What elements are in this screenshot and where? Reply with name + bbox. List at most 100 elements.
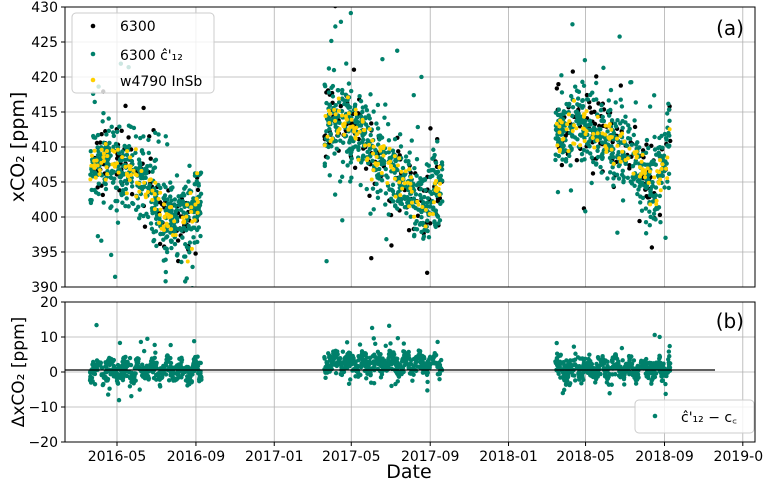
point-w4790-insb [126,174,131,179]
point-6300-c12 [119,192,124,198]
point-6300-c12 [600,114,605,120]
point-6300-c12 [611,171,617,176]
point-w4790-insb [578,143,583,148]
point-residual [115,381,121,386]
point-residual [631,358,637,363]
point-residual [121,375,126,380]
point-residual [613,372,618,377]
point-residual [129,393,134,399]
point-6300-c12 [560,157,565,162]
point-6300-c12 [563,159,569,164]
point-6300-c12 [628,179,633,184]
point-residual [378,356,384,362]
legend-marker-6300-c12 [90,51,96,57]
point-6300 [338,103,343,109]
point-6300-c12 [576,111,581,116]
y-tick-label: 0 [49,365,58,381]
point-6300-c12 [95,145,100,150]
point-6300-c12 [422,177,428,183]
point-residual [150,363,155,368]
point-w4790-insb [345,95,350,100]
point-6300-c12 [140,172,145,177]
point-6300-c12 [137,215,142,221]
point-residual [155,371,161,376]
y-tick-label: 405 [31,175,58,191]
point-w4790-insb [567,119,572,124]
point-residual [362,351,367,356]
point-residual [377,352,382,357]
point-6300-c12 [339,108,345,114]
point-residual [572,362,578,367]
point-6300-c12 [632,118,637,123]
point-residual [633,381,639,386]
point-6300-c12 [648,187,653,192]
point-residual [170,374,176,380]
point-residual [392,361,398,366]
point-residual [406,362,411,367]
point-residual [153,350,158,355]
point-residual [420,370,426,375]
point-6300 [123,103,128,109]
point-6300-c12 [429,167,435,173]
point-6300-c12 [599,102,604,108]
point-residual [414,359,419,365]
point-residual [373,341,378,346]
point-6300-c12 [183,254,188,259]
point-residual [657,355,662,360]
x-tick-label: 2018-05 [556,449,615,465]
point-residual [139,373,145,378]
point-w4790-insb [392,176,397,181]
point-6300-c12 [610,150,615,156]
point-residual [587,352,592,357]
point-6300-c12 [407,150,412,155]
point-residual [96,361,101,367]
point-residual [344,340,350,345]
point-w4790-insb [648,169,653,174]
point-6300-c12 [340,159,346,165]
point-w4790-insb [189,205,194,210]
point-6300 [98,140,103,145]
point-6300-c12 [608,107,613,113]
point-residual [88,380,94,385]
point-w4790-insb [557,130,562,135]
point-6300-c12 [607,155,613,161]
point-6300-c12 [579,133,584,138]
point-6300-c12 [360,157,365,162]
point-6300-c12 [420,220,426,226]
point-6300-c12 [593,127,598,133]
point-residual [150,369,156,375]
point-6300-c12 [368,211,373,216]
point-residual [119,371,124,376]
point-w4790-insb [330,136,335,141]
point-residual [564,378,570,383]
point-6300-c12 [379,135,385,140]
point-6300-c12 [151,230,156,235]
point-6300-c12 [126,204,131,209]
point-6300-c12 [153,216,159,222]
point-6300-c12 [375,102,381,108]
point-w4790-insb [623,157,628,162]
point-6300-c12 [419,229,424,235]
point-w4790-insb [325,134,330,139]
point-6300-c12 [324,129,329,134]
point-residual [348,377,353,382]
point-residual [153,362,158,368]
point-6300-c12 [403,154,409,159]
point-residual [185,383,190,388]
point-6300-c12 [435,139,440,144]
point-w4790-insb [566,148,571,153]
point-6300-c12 [383,102,388,107]
point-6300-c12 [635,191,640,197]
point-6300-c12 [666,185,671,191]
point-6300 [369,121,374,126]
y-tick-label: 20 [40,295,58,311]
point-w4790-insb [365,156,370,161]
point-6300-c12 [395,206,400,211]
point-6300-c12 [615,230,620,235]
point-6300-c12 [412,165,417,171]
point-residual [378,375,384,380]
point-w4790-insb [615,143,620,148]
point-residual [649,381,654,386]
point-6300-c12 [619,172,625,178]
point-residual [605,374,611,379]
